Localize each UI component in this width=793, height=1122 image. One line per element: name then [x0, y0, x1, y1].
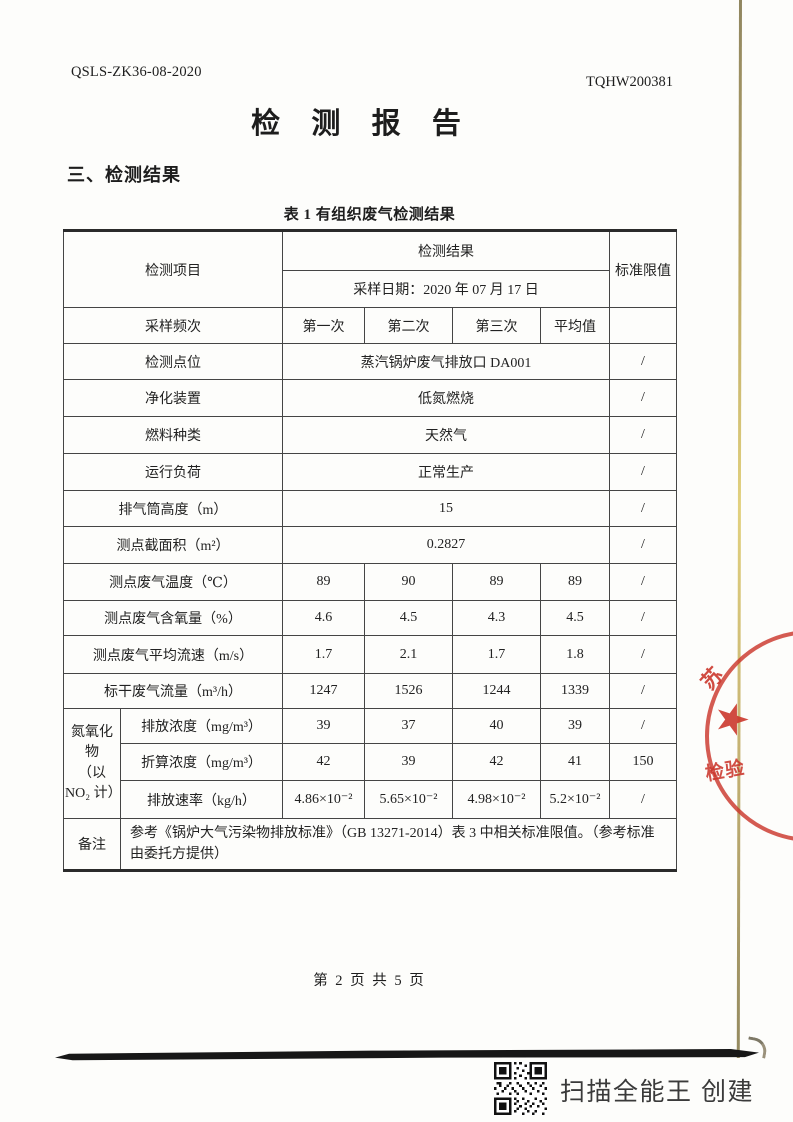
header-cell-item: 检测项目 — [63, 229, 283, 308]
value-cell: 42 — [452, 743, 541, 781]
value-cell: 4.86×10⁻² — [282, 780, 365, 819]
limit-cell: / — [609, 416, 677, 454]
row-value-cell: 低氮燃烧 — [282, 379, 610, 417]
page-edge-line — [736, 0, 742, 1059]
value-cell: 39 — [282, 708, 365, 744]
value-cell: 41 — [540, 743, 610, 781]
row-value-cell: 蒸汽锅炉废气排放口 DA001 — [282, 343, 610, 380]
row-label-cell: 净化装置 — [63, 379, 283, 417]
limit-cell: / — [609, 453, 677, 491]
value-cell: 4.5 — [364, 600, 453, 636]
run-header-cell: 第一次 — [282, 307, 365, 344]
row-label-cell: 测点截面积（m²） — [63, 526, 283, 564]
value-cell: 42 — [282, 743, 365, 781]
value-cell: 1526 — [364, 673, 453, 709]
limit-cell: / — [609, 379, 677, 417]
limit-cell: / — [609, 526, 677, 564]
row-label-cell: 排气筒高度（m） — [63, 490, 283, 527]
run-header-cell: 平均值 — [540, 307, 610, 344]
page-curl-mark — [745, 1036, 769, 1059]
row-label-cell: 排放速率（kg/h） — [120, 780, 283, 819]
value-cell: 1244 — [452, 673, 541, 709]
value-cell: 4.6 — [282, 600, 365, 636]
limit-cell: / — [609, 708, 677, 744]
limit-cell: / — [609, 563, 677, 601]
value-cell: 89 — [540, 563, 610, 601]
row-label-cell: 测点废气平均流速（m/s） — [63, 635, 283, 674]
row-value-cell: 天然气 — [282, 416, 610, 454]
value-cell: 89 — [282, 563, 365, 601]
row-value-cell: 0.2827 — [282, 526, 610, 564]
value-cell: 1247 — [282, 673, 365, 709]
remark-text-cell: 参考《锅炉大气污染物排放标准》（GB 13271-2014）表 3 中相关标准限… — [120, 818, 677, 872]
header-cell-limit: 标准限值 — [609, 229, 677, 308]
row-label-cell: 折算浓度（mg/m³） — [120, 743, 283, 781]
sample-date-cell: 采样日期：2020 年 07 月 17 日 — [282, 270, 610, 308]
value-cell: 5.65×10⁻² — [364, 780, 453, 819]
header-cell-result: 检测结果 — [282, 229, 610, 271]
pollutant-group-cell: 氮氧化物 （以 NO₂ 计） — [63, 708, 121, 819]
value-cell: 37 — [364, 708, 453, 744]
row-label-cell: 测点废气温度（℃） — [63, 563, 283, 601]
pollutant-group-basis: （以 NO₂ 计） — [65, 765, 121, 801]
value-cell: 2.1 — [364, 635, 453, 674]
value-cell: 4.3 — [452, 600, 541, 636]
page-indicator: 第 2 页 共 5 页 — [313, 973, 426, 989]
report-number: TQHW200381 — [586, 74, 673, 90]
table-caption: 表 1 有组织废气检测结果 — [283, 207, 456, 223]
qr-code-icon — [494, 1062, 547, 1115]
value-cell: 90 — [364, 563, 453, 601]
value-cell: 1.7 — [452, 635, 541, 674]
results-table: 检测项目 检测结果 标准限值 采样日期：2020 年 07 月 17 日 采样频… — [63, 229, 677, 872]
row-label-cell: 测点废气含氧量（%） — [63, 600, 283, 636]
value-cell: 4.5 — [540, 600, 610, 636]
row-value-cell: 正常生产 — [282, 453, 610, 491]
section-heading: 三、检测结果 — [67, 165, 181, 185]
row-label-cell: 运行负荷 — [63, 453, 283, 491]
limit-cell: 150 — [609, 743, 677, 781]
value-cell: 39 — [540, 708, 610, 744]
limit-empty-cell — [609, 307, 677, 344]
pollutant-group-name: 氮氧化物 — [71, 724, 113, 761]
document-code: QSLS-ZK36-08-2020 — [71, 64, 202, 80]
value-cell: 5.2×10⁻² — [540, 780, 610, 819]
value-cell: 39 — [364, 743, 453, 781]
row-label-cell: 检测点位 — [63, 343, 283, 380]
value-cell: 89 — [452, 563, 541, 601]
remark-label-cell: 备注 — [63, 818, 121, 872]
value-cell: 4.98×10⁻² — [452, 780, 541, 819]
row-label-cell: 排放浓度（mg/m³） — [120, 708, 283, 744]
limit-cell: / — [609, 673, 677, 709]
limit-cell: / — [609, 780, 677, 819]
value-cell: 1339 — [540, 673, 610, 709]
scan-shadow-strip — [55, 1049, 759, 1061]
report-title: 检 测 报 告 — [251, 108, 473, 140]
limit-cell: / — [609, 343, 677, 380]
run-header-cell: 第三次 — [452, 307, 541, 344]
camscanner-label: 扫描全能王 创建 — [560, 1078, 754, 1106]
row-value-cell: 15 — [282, 490, 610, 527]
row-label-cell: 燃料种类 — [63, 416, 283, 454]
value-cell: 1.8 — [540, 635, 610, 674]
limit-cell: / — [609, 635, 677, 674]
value-cell: 40 — [452, 708, 541, 744]
limit-cell: / — [609, 490, 677, 527]
frequency-label-cell: 采样频次 — [63, 307, 283, 344]
value-cell: 1.7 — [282, 635, 365, 674]
limit-cell: / — [609, 600, 677, 636]
row-label-cell: 标干废气流量（m³/h） — [63, 673, 283, 709]
run-header-cell: 第二次 — [364, 307, 453, 344]
